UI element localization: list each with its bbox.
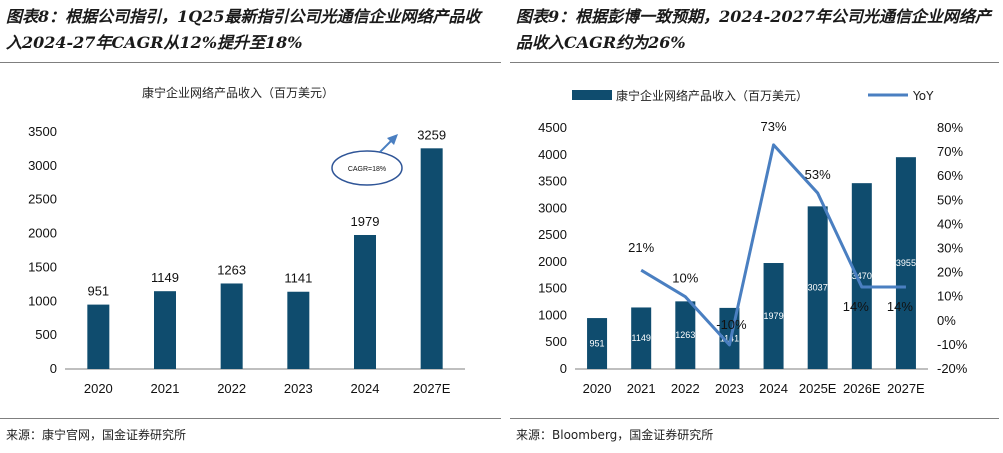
- y-left-tick-label: 3000: [538, 200, 567, 215]
- y-left-tick-label: 1000: [538, 307, 567, 322]
- y-left-tick-label: 2500: [538, 227, 567, 242]
- cagr-arrow-shaft: [379, 139, 393, 153]
- cagr-ellipse: [331, 150, 403, 186]
- y-right-tick-label: 80%: [937, 120, 963, 135]
- left-source: 来源：康宁官网，国金证券研究所: [6, 428, 187, 442]
- y-tick-label: 3500: [28, 124, 57, 139]
- bar-data-label: 1979: [764, 311, 784, 321]
- legend-line-label: YoY: [912, 89, 934, 103]
- cagr-arrow-head: [387, 134, 398, 145]
- x-tick-label: 2027E: [413, 381, 451, 396]
- bar: [763, 263, 784, 369]
- bar: [675, 301, 696, 369]
- y-right-tick-label: 50%: [937, 192, 963, 207]
- legend-bar-swatch: [572, 90, 612, 100]
- bar-data-label: 1141: [284, 271, 312, 286]
- left-bottom-rule: [0, 418, 501, 419]
- yoy-data-label: 14%: [843, 299, 869, 314]
- bar: [287, 291, 310, 369]
- y-right-tick-label: 60%: [937, 168, 963, 183]
- bar-data-label: 3259: [417, 127, 446, 142]
- right-figure-title: 图表9：根据彭博一致预期，2024-2027年公司光通信企业网络产品收入CAGR…: [516, 7, 991, 52]
- x-tick-label: 2024: [759, 381, 788, 396]
- y-tick-label: 2000: [28, 226, 57, 241]
- yoy-data-label: 53%: [805, 167, 831, 182]
- x-tick-label: 2022: [671, 381, 700, 396]
- y-right-tick-label: 20%: [937, 265, 963, 280]
- y-tick-label: 2500: [28, 192, 57, 207]
- right-source: 来源：Bloomberg，国金证券研究所: [516, 428, 714, 442]
- y-tick-label: 1500: [28, 259, 57, 274]
- y-right-tick-label: 30%: [937, 241, 963, 256]
- bar-data-label: 951: [590, 339, 605, 349]
- left-figure-title: 图表8：根据公司指引，1Q25最新指引公司光通信企业网络产品收入2024-27年…: [6, 7, 481, 52]
- y-right-tick-label: -20%: [937, 361, 968, 376]
- y-left-tick-label: 4000: [538, 147, 567, 162]
- y-left-tick-label: 4500: [538, 120, 567, 135]
- x-tick-label: 2026E: [843, 381, 881, 396]
- x-tick-label: 2021: [151, 381, 180, 396]
- bar: [631, 307, 652, 369]
- chart-title: 康宁企业网络产品收入（百万美元）: [142, 85, 334, 100]
- yoy-line: [640, 143, 906, 347]
- right-top-rule: [510, 62, 999, 63]
- y-right-tick-label: 0%: [937, 313, 956, 328]
- yoy-data-label: 21%: [628, 240, 654, 255]
- y-tick-label: 0: [50, 361, 57, 376]
- right-chart: 康宁企业网络产品收入（百万美元） YoY 0 500 1000 1500 2000 2500 3…: [538, 88, 968, 396]
- bar-data-label: 1149: [151, 270, 179, 285]
- bar: [807, 206, 828, 369]
- bar-data-label: 1263: [675, 330, 695, 340]
- x-tick-label: 2020: [583, 381, 612, 396]
- y-right-tick-label: 70%: [937, 144, 963, 159]
- x-tick-label: 2020: [84, 381, 113, 396]
- bar-data-label: 1979: [351, 214, 380, 229]
- bar-data-label: 3955: [896, 258, 916, 268]
- bar-data-label: 3470: [852, 271, 872, 281]
- bar: [851, 183, 872, 369]
- left-panel: 图表8：根据公司指引，1Q25最新指引公司光通信企业网络产品收入2024-27年…: [0, 7, 501, 442]
- right-bottom-rule: [510, 418, 999, 419]
- y-left-tick-label: 0: [560, 361, 567, 376]
- y-right-tick-label: -10%: [937, 337, 968, 352]
- bar: [220, 283, 243, 369]
- x-tick-label: 2025E: [799, 381, 837, 396]
- bar: [87, 304, 110, 369]
- y-left-tick-label: 3500: [538, 174, 567, 189]
- x-tick-label: 2022: [217, 381, 246, 396]
- yoy-data-label: 73%: [761, 119, 787, 134]
- bar: [154, 291, 176, 369]
- left-chart: 康宁企业网络产品收入（百万美元） 0 500 1000 1500 2000 2500 3000…: [28, 85, 465, 396]
- bar-data-label: 1263: [217, 262, 246, 277]
- bar: [354, 234, 376, 369]
- x-tick-label: 2024: [351, 381, 380, 396]
- bar: [587, 318, 608, 369]
- bar-data-label: 1149: [632, 333, 651, 343]
- y-right-tick-label: 10%: [937, 289, 963, 304]
- x-tick-label: 2023: [715, 381, 744, 396]
- bar: [420, 148, 443, 369]
- y-left-tick-label: 500: [545, 334, 567, 349]
- x-tick-label: 2027E: [887, 381, 925, 396]
- y-tick-label: 3000: [28, 158, 57, 173]
- bar-data-label: 951: [87, 284, 109, 299]
- y-tick-label: 500: [35, 327, 57, 342]
- bar-data-label: 3037: [808, 283, 828, 293]
- y-right-tick-label: 40%: [937, 216, 963, 231]
- x-tick-label: 2023: [284, 381, 313, 396]
- y-left-tick-label: 1500: [538, 281, 567, 296]
- yoy-data-label: -10%: [716, 317, 747, 332]
- yoy-data-label: 14%: [887, 299, 913, 314]
- left-top-rule: [0, 62, 501, 63]
- right-panel: 图表9：根据彭博一致预期，2024-2027年公司光通信企业网络产品收入CAGR…: [510, 0, 1003, 453]
- cagr-annotation: CAGR=18%: [348, 166, 386, 173]
- bar: [895, 157, 916, 369]
- y-left-tick-label: 2000: [538, 254, 567, 269]
- x-tick-label: 2021: [627, 381, 656, 396]
- yoy-data-label: 10%: [672, 271, 698, 286]
- legend-bar-label: 康宁企业网络产品收入（百万美元）: [616, 88, 808, 103]
- y-tick-label: 1000: [28, 293, 57, 308]
